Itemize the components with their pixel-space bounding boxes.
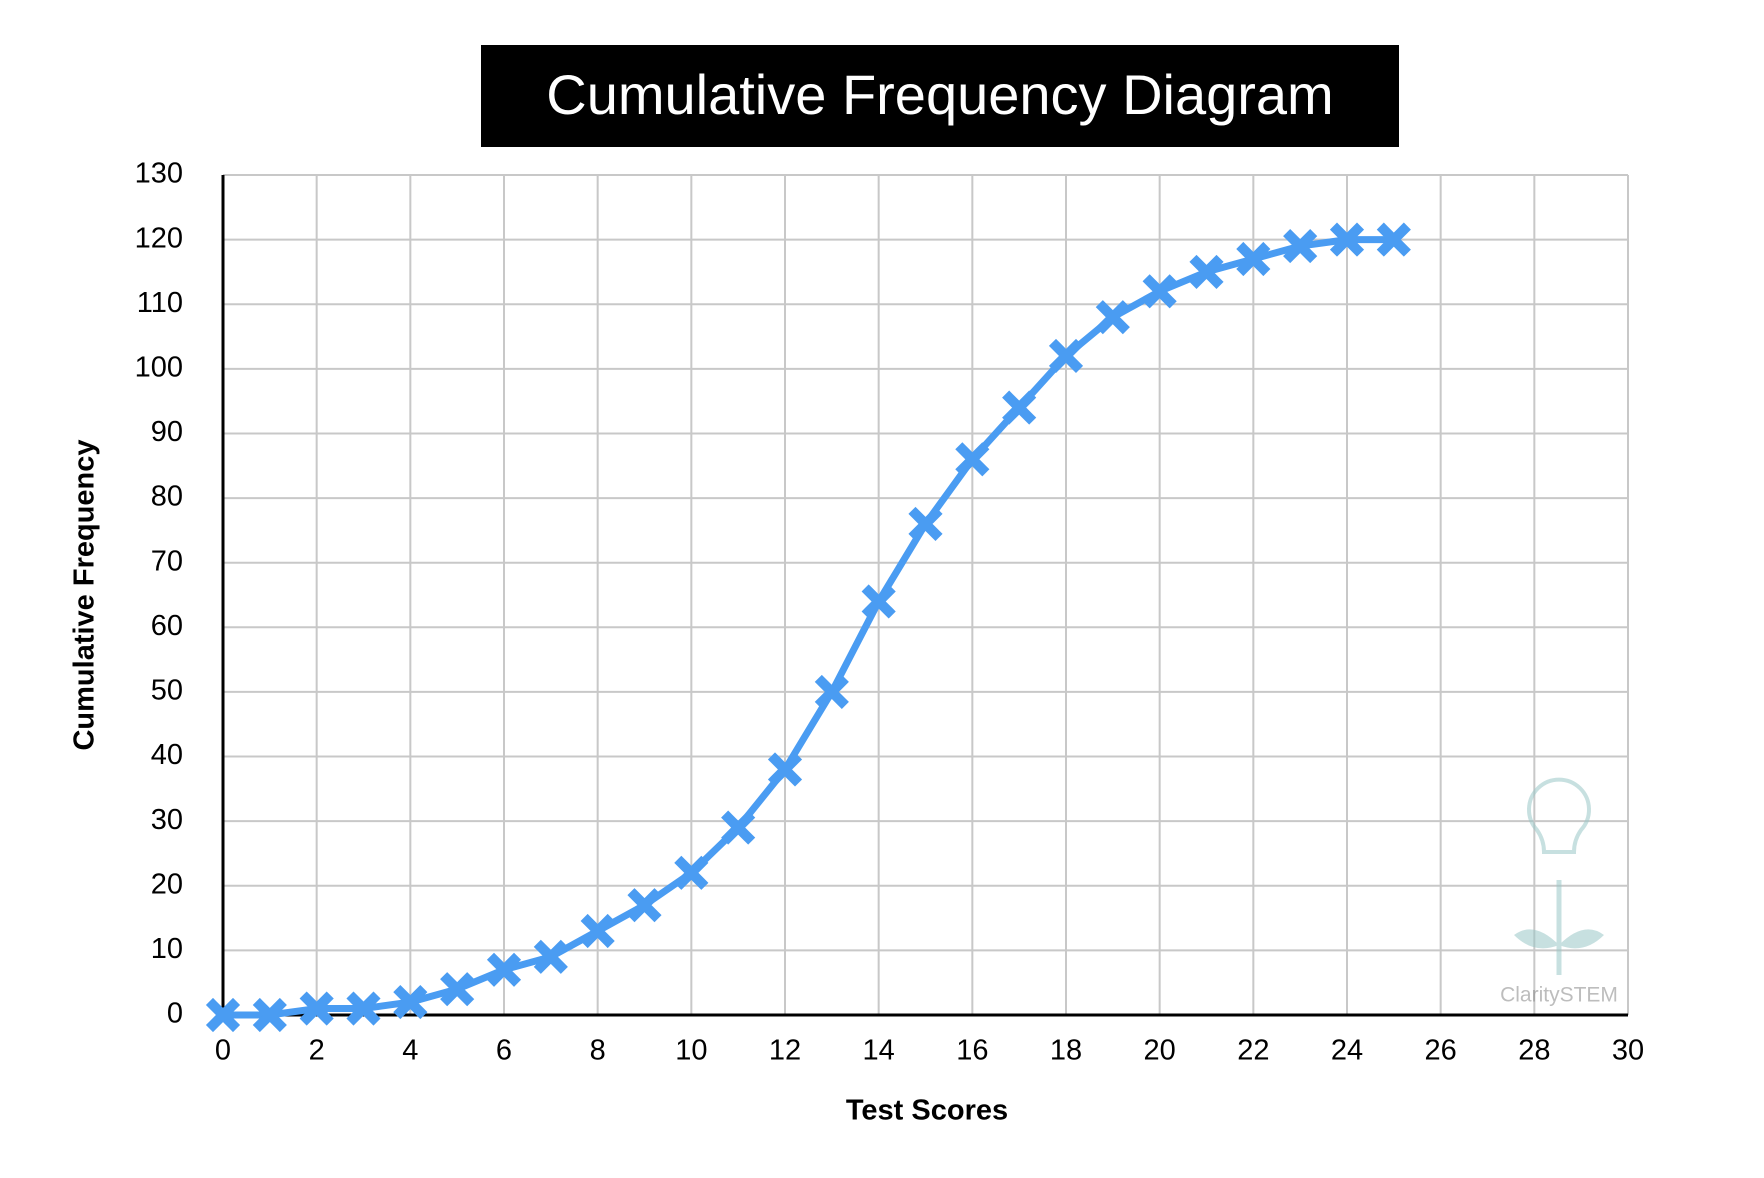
data-marker — [205, 997, 241, 1033]
data-marker — [580, 913, 615, 949]
x-tick-label: 18 — [1050, 1035, 1082, 1067]
data-marker — [814, 674, 849, 709]
data-marker — [1283, 229, 1318, 264]
x-tick-label: 16 — [956, 1035, 988, 1067]
x-tick-label: 24 — [1331, 1035, 1363, 1067]
y-tick-label: 50 — [151, 675, 183, 707]
data-marker — [674, 855, 709, 890]
y-tick-label: 40 — [151, 739, 183, 771]
title-box — [481, 45, 1399, 147]
data-marker — [767, 752, 803, 787]
grid — [222, 174, 1629, 1016]
y-tick-label: 70 — [151, 545, 183, 577]
data-marker — [908, 506, 943, 541]
leaf-icon — [1514, 929, 1604, 949]
data-marker — [721, 810, 756, 845]
x-tick-label: 26 — [1425, 1035, 1457, 1067]
y-axis-title: Cumulative Frequency — [69, 439, 101, 750]
data-marker — [1236, 241, 1271, 277]
x-tick-label: 14 — [863, 1035, 895, 1067]
data-marker — [1095, 300, 1130, 335]
data-marker — [1329, 222, 1365, 257]
y-tick-label: 10 — [151, 933, 183, 965]
y-tick-label: 90 — [151, 416, 183, 448]
x-tick-label: 20 — [1144, 1035, 1176, 1067]
data-marker — [533, 939, 568, 974]
watermark: ClaritySTEM — [1500, 777, 1618, 1007]
data-marker — [252, 997, 287, 1033]
data-marker — [1002, 390, 1037, 425]
data-marker — [1142, 274, 1177, 309]
x-tick-label: 8 — [590, 1035, 606, 1067]
y-tick-label: 120 — [135, 222, 183, 254]
x-tick-label: 4 — [402, 1035, 418, 1067]
x-tick-label: 0 — [215, 1035, 231, 1067]
data-marker — [1048, 338, 1084, 373]
y-tick-label: 130 — [135, 158, 183, 190]
data-marker — [1376, 222, 1411, 257]
x-tick-label: 12 — [769, 1035, 801, 1067]
x-tick-label: 30 — [1612, 1035, 1644, 1067]
y-tick-label: 110 — [137, 287, 183, 319]
data-marker — [1189, 254, 1224, 289]
x-tick-label: 10 — [675, 1035, 707, 1067]
x-tick-label: 22 — [1237, 1035, 1269, 1067]
y-tick-label: 20 — [151, 868, 183, 900]
data-marker — [393, 985, 428, 1020]
x-tick-label: 6 — [496, 1035, 512, 1067]
data-marker — [955, 442, 990, 477]
data-marker — [627, 888, 662, 923]
data-marker — [440, 972, 475, 1007]
bulb-icon — [1527, 777, 1591, 854]
x-tick-label: 2 — [309, 1035, 325, 1067]
chart-title: Cumulative Frequency Diagram — [546, 63, 1333, 126]
data-marker — [486, 952, 522, 987]
data-marker — [346, 991, 381, 1026]
y-tick-label: 0 — [167, 998, 183, 1030]
y-tick-label: 100 — [135, 352, 183, 384]
y-tick-label: 80 — [151, 481, 183, 513]
watermark-text: ClaritySTEM — [1500, 984, 1618, 1007]
data-marker — [299, 991, 334, 1026]
y-tick-label: 30 — [151, 804, 183, 836]
x-axis-title: Test Scores — [846, 1095, 1008, 1127]
y-tick-label: 60 — [151, 610, 183, 642]
data-marker — [861, 584, 896, 619]
x-tick-label: 28 — [1518, 1035, 1550, 1067]
